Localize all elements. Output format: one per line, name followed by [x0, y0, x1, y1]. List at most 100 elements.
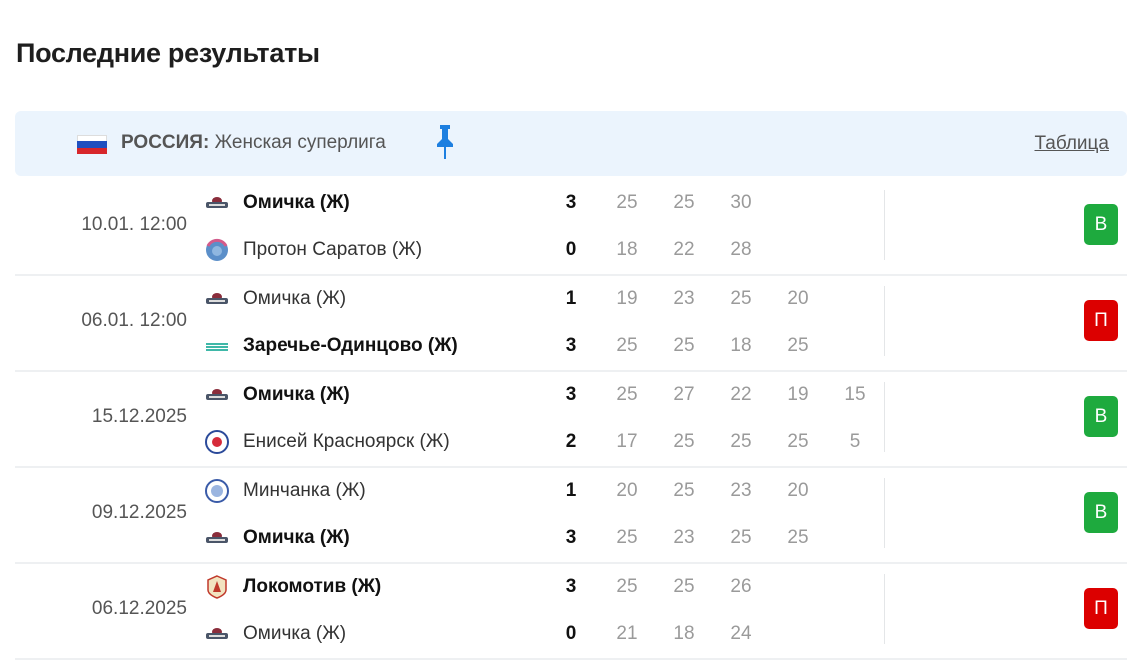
match-row[interactable]: 06.12.2025 Локомотив (Ж) 3 25 25 26 Омичка (Ж)… — [15, 562, 1127, 660]
away-score: 3 — [565, 527, 577, 548]
away-set-score: 25 — [730, 431, 752, 452]
divider — [884, 574, 885, 644]
team-name: Омичка (Ж) — [243, 527, 350, 548]
home-set-score: 25 — [616, 192, 638, 213]
league-title: Женская суперлига — [214, 132, 386, 153]
away-set-score: 25 — [730, 527, 752, 548]
home-set-score: 22 — [730, 384, 752, 405]
russia-flag-icon — [77, 135, 107, 155]
away-team: Протон Саратов (Ж) — [205, 235, 422, 265]
match-row[interactable]: 10.01. 12:00 Омичка (Ж) 3 25 25 30 Протон Сара… — [15, 178, 1127, 276]
away-team: Омичка (Ж) — [205, 619, 346, 649]
away-set-score: 25 — [787, 431, 809, 452]
away-score: 0 — [565, 239, 577, 260]
home-score: 3 — [565, 384, 577, 405]
home-set-score: 25 — [616, 384, 638, 405]
match-row[interactable]: 09.12.2025 Минчанка (Ж) 1 20 25 23 20 Омичка (Ж… — [15, 466, 1127, 564]
away-set-score: 25 — [616, 527, 638, 548]
away-score: 0 — [565, 623, 577, 644]
team-name: Омичка (Ж) — [243, 623, 347, 644]
away-set-score: 21 — [616, 623, 638, 644]
home-team: Локомотив (Ж) — [205, 572, 381, 602]
home-team: Омичка (Ж) — [205, 284, 346, 314]
omichka-logo-icon — [205, 287, 229, 311]
divider — [884, 478, 885, 548]
result-badge: П — [1084, 588, 1118, 629]
away-score: 2 — [565, 431, 577, 452]
omichka-logo-icon — [205, 383, 229, 407]
away-set-score: 24 — [730, 623, 752, 644]
away-score: 3 — [565, 335, 577, 356]
team-name: Протон Саратов (Ж) — [243, 239, 423, 260]
page-title: Последние результаты — [16, 38, 320, 68]
match-date: 09.12.2025 — [91, 502, 187, 523]
team-name: Минчанка (Ж) — [243, 480, 366, 501]
league-name[interactable]: РОССИЯ: Женская суперлига — [121, 132, 386, 154]
table-link[interactable]: Таблица — [1034, 133, 1110, 154]
team-name: Локомотив (Ж) — [243, 576, 382, 597]
home-set-score: 19 — [787, 384, 809, 405]
away-set-score: 25 — [673, 335, 695, 356]
home-set-score: 15 — [844, 384, 866, 405]
home-set-score: 30 — [730, 192, 752, 213]
divider — [884, 190, 885, 260]
away-set-score: 25 — [787, 527, 809, 548]
match-row[interactable]: 06.01. 12:00 Омичка (Ж) 1 19 23 25 20 Заречье-О… — [15, 274, 1127, 372]
match-row[interactable]: 15.12.2025 Омичка (Ж) 3 25 27 22 19 15 Енисей Кр… — [15, 370, 1127, 468]
away-team: Енисей Красноярск (Ж) — [205, 427, 450, 457]
match-date: 06.12.2025 — [91, 598, 187, 619]
zarechye-logo-icon — [205, 334, 229, 358]
omichka-logo-icon — [205, 191, 229, 215]
team-name: Енисей Красноярск (Ж) — [243, 431, 450, 452]
home-score: 1 — [565, 480, 577, 501]
result-badge: В — [1084, 492, 1118, 533]
omichka-logo-icon — [205, 526, 229, 550]
home-set-score: 23 — [673, 288, 695, 309]
home-team: Минчанка (Ж) — [205, 476, 366, 506]
home-score: 3 — [565, 192, 577, 213]
omichka-logo-icon — [205, 622, 229, 646]
home-set-score: 19 — [616, 288, 638, 309]
away-team: Заречье-Одинцово (Ж) — [205, 331, 458, 361]
home-set-score: 20 — [787, 288, 809, 309]
away-set-score: 22 — [673, 239, 695, 260]
team-name: Заречье-Одинцово (Ж) — [243, 335, 458, 356]
team-name: Омичка (Ж) — [243, 384, 350, 405]
match-date: 06.01. 12:00 — [81, 310, 187, 331]
proton-logo-icon — [205, 238, 229, 262]
away-set-score: 18 — [730, 335, 752, 356]
home-set-score: 25 — [616, 576, 638, 597]
away-set-score: 18 — [616, 239, 638, 260]
home-set-score: 25 — [673, 576, 695, 597]
home-set-score: 25 — [673, 192, 695, 213]
lokomotiv-logo-icon — [205, 575, 229, 599]
home-set-score: 23 — [730, 480, 752, 501]
result-badge: В — [1084, 396, 1118, 437]
home-set-score: 25 — [730, 288, 752, 309]
league-country: РОССИЯ: — [121, 132, 210, 153]
away-set-score: 18 — [673, 623, 695, 644]
away-set-score: 5 — [849, 431, 861, 452]
match-date: 10.01. 12:00 — [81, 214, 187, 235]
team-name: Омичка (Ж) — [243, 288, 347, 309]
divider — [884, 286, 885, 356]
match-date: 15.12.2025 — [91, 406, 187, 427]
home-set-score: 25 — [673, 480, 695, 501]
result-badge: В — [1084, 204, 1118, 245]
yenisey-logo-icon — [205, 430, 229, 454]
league-header: РОССИЯ: Женская суперлига Таблица — [15, 111, 1127, 176]
home-score: 1 — [565, 288, 577, 309]
home-score: 3 — [565, 576, 577, 597]
pin-icon[interactable] — [435, 123, 455, 163]
away-team: Омичка (Ж) — [205, 523, 350, 553]
away-set-score: 17 — [616, 431, 638, 452]
away-set-score: 25 — [787, 335, 809, 356]
home-set-score: 26 — [730, 576, 752, 597]
home-set-score: 27 — [673, 384, 695, 405]
home-team: Омичка (Ж) — [205, 188, 350, 218]
home-set-score: 20 — [616, 480, 638, 501]
minchanka-logo-icon — [205, 479, 229, 503]
away-set-score: 25 — [616, 335, 638, 356]
result-badge: П — [1084, 300, 1118, 341]
away-set-score: 25 — [673, 431, 695, 452]
